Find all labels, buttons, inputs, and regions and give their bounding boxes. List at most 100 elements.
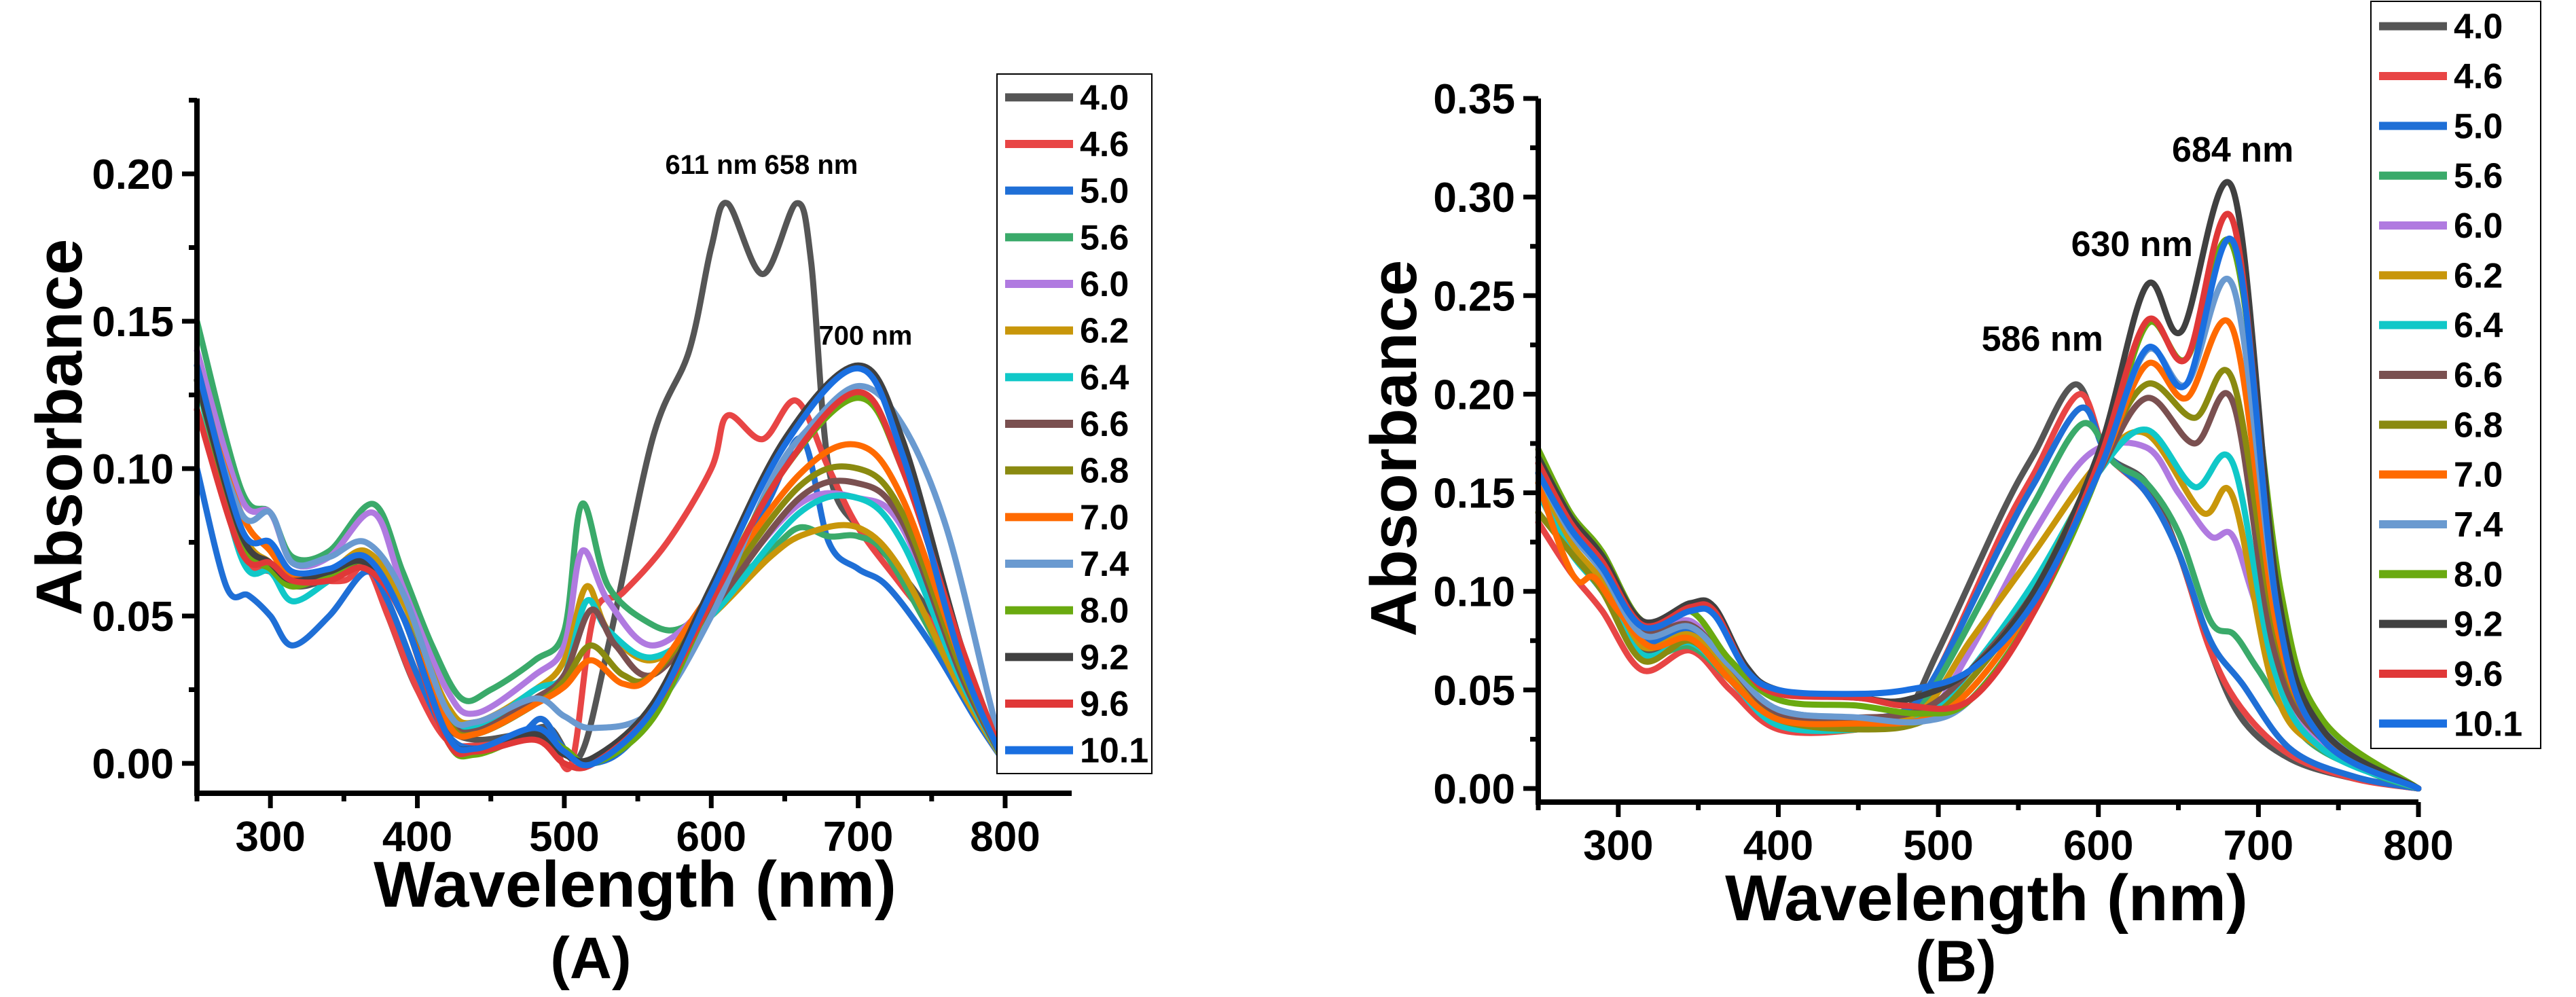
legend-label: 6.6 [2454, 356, 2503, 395]
y-tick-label: 0.20 [1433, 371, 1515, 418]
legend-item: 7.0 [1005, 498, 1129, 537]
peak-annotation: 586 nm [1982, 320, 2103, 359]
legend-item: 6.0 [1005, 265, 1129, 304]
series-line-b-4.6 [1535, 391, 2422, 792]
legend-item: 9.6 [1005, 685, 1129, 724]
legend-label: 4.6 [1080, 125, 1129, 164]
legend-label: 6.8 [1080, 452, 1129, 491]
legend-item: 8.0 [2379, 555, 2503, 594]
legend-item: 9.2 [2379, 605, 2503, 645]
legend-label: 7.0 [1080, 498, 1129, 537]
x-tick-label: 500 [1903, 822, 1973, 869]
legend-item: 4.0 [1005, 78, 1129, 117]
legend-item: 7.0 [2379, 456, 2503, 495]
x-tick-label: 600 [2063, 822, 2133, 869]
y-tick-label: 0.00 [1433, 766, 1515, 813]
legend-label: 8.0 [2454, 555, 2503, 594]
legend-label: 6.4 [1080, 358, 1129, 397]
panel-label-b: (B) [1915, 929, 1996, 994]
x-tick-label: 800 [970, 814, 1040, 860]
legend-label: 5.0 [1080, 172, 1129, 211]
legend-label: 7.4 [1080, 545, 1129, 584]
legend-label: 5.6 [2454, 157, 2503, 196]
y-tick-label: 0.10 [92, 446, 174, 493]
legend-item: 7.4 [1005, 545, 1129, 584]
legend-item: 6.6 [2379, 356, 2503, 395]
y-axis-title-a: Absorbance [23, 239, 96, 616]
chart-panel-a: 300 400 500 600 700 800 0.00 0.05 0.10 0.15 0.20 6… [23, 73, 1153, 991]
legend-item: 4.6 [2379, 57, 2503, 96]
legend-label: 6.4 [2454, 306, 2503, 346]
y-tick-label: 0.15 [1433, 471, 1515, 518]
panel-label-a: (A) [550, 926, 631, 991]
y-tick-label: 0.35 [1433, 76, 1515, 123]
legend-label: 4.0 [1080, 78, 1129, 117]
legend-item: 6.4 [2379, 306, 2503, 346]
legend-item: 6.0 [2379, 206, 2503, 246]
x-axis-title-a: Wavelength (nm) [374, 848, 896, 921]
legend-label: 6.2 [2454, 256, 2503, 295]
legend-label: 6.0 [1080, 265, 1129, 304]
legend-label: 9.6 [2454, 655, 2503, 694]
peak-annotation: 611 nm [665, 150, 757, 180]
x-axis-title-b: Wavelength (nm) [1725, 862, 2248, 935]
legend-item: 6.8 [1005, 452, 1129, 491]
legend-item: 5.0 [1005, 172, 1129, 211]
legend-item: 9.6 [2379, 655, 2503, 694]
legend-label: 10.1 [2454, 704, 2522, 744]
series-line-a-5.6 [194, 318, 1009, 767]
legend-item: 10.1 [2379, 704, 2522, 744]
legend-item: 10.1 [1005, 731, 1148, 771]
legend-label: 9.6 [1080, 685, 1129, 724]
legend-label: 9.2 [1080, 638, 1129, 677]
x-tick-label: 800 [2383, 822, 2453, 869]
peak-annotation: 684 nm [2172, 130, 2293, 170]
x-tick-label: 700 [2224, 822, 2293, 869]
legend-label: 6.0 [2454, 206, 2503, 246]
y-tick-label: 0.30 [1433, 175, 1515, 221]
legend-item: 8.0 [1005, 592, 1129, 631]
legend-label: 7.0 [2454, 456, 2503, 495]
legend-label: 9.2 [2454, 605, 2503, 645]
y-tick-label: 0.05 [92, 594, 174, 640]
series-line-a-4.6 [194, 397, 1009, 773]
x-tick-label: 600 [676, 814, 746, 860]
legend-item: 7.4 [2379, 505, 2503, 545]
y-tick-label: 0.10 [1433, 569, 1515, 616]
y-tick-label: 0.20 [92, 151, 174, 198]
legend-label: 6.8 [2454, 405, 2503, 445]
x-tick-label: 500 [529, 814, 599, 860]
legend-item: 6.2 [1005, 312, 1129, 351]
series-line-a-7.4 [194, 377, 1009, 767]
legend-item: 6.4 [1005, 358, 1129, 397]
x-tick-label: 700 [823, 814, 893, 860]
legend-label: 5.0 [2454, 107, 2503, 146]
legend-label: 6.2 [1080, 312, 1129, 351]
legend-item: 6.8 [2379, 405, 2503, 445]
x-tick-label: 300 [235, 814, 305, 860]
y-axis-title-b: Absorbance [1358, 260, 1430, 637]
series-line-a-9.6 [194, 388, 1009, 772]
y-tick-label: 0.15 [92, 299, 174, 346]
series-line-b-5.0 [1535, 404, 2422, 792]
y-tick-label: 0.05 [1433, 668, 1515, 714]
series-line-a-10.1 [194, 362, 1009, 769]
legend-item: 5.0 [2379, 107, 2503, 146]
legend-label: 4.6 [2454, 57, 2503, 96]
legend-item: 4.6 [1005, 125, 1129, 164]
peak-annotation: 630 nm [2071, 225, 2193, 264]
peak-annotation: 658 nm [764, 150, 858, 180]
legend-label: 6.6 [1080, 405, 1129, 444]
legend-label: 4.0 [2454, 7, 2503, 47]
legend-item: 6.2 [2379, 256, 2503, 295]
legend-item: 4.0 [2379, 7, 2503, 47]
legend-label: 8.0 [1080, 592, 1129, 631]
legend-label: 10.1 [1080, 731, 1148, 771]
legend-item: 9.2 [1005, 638, 1129, 677]
x-tick-label: 400 [382, 814, 452, 860]
peak-annotation: 700 nm [819, 321, 913, 351]
x-tick-label: 400 [1743, 822, 1813, 869]
legend-label: 5.6 [1080, 218, 1129, 257]
y-tick-label: 0.00 [92, 741, 174, 788]
